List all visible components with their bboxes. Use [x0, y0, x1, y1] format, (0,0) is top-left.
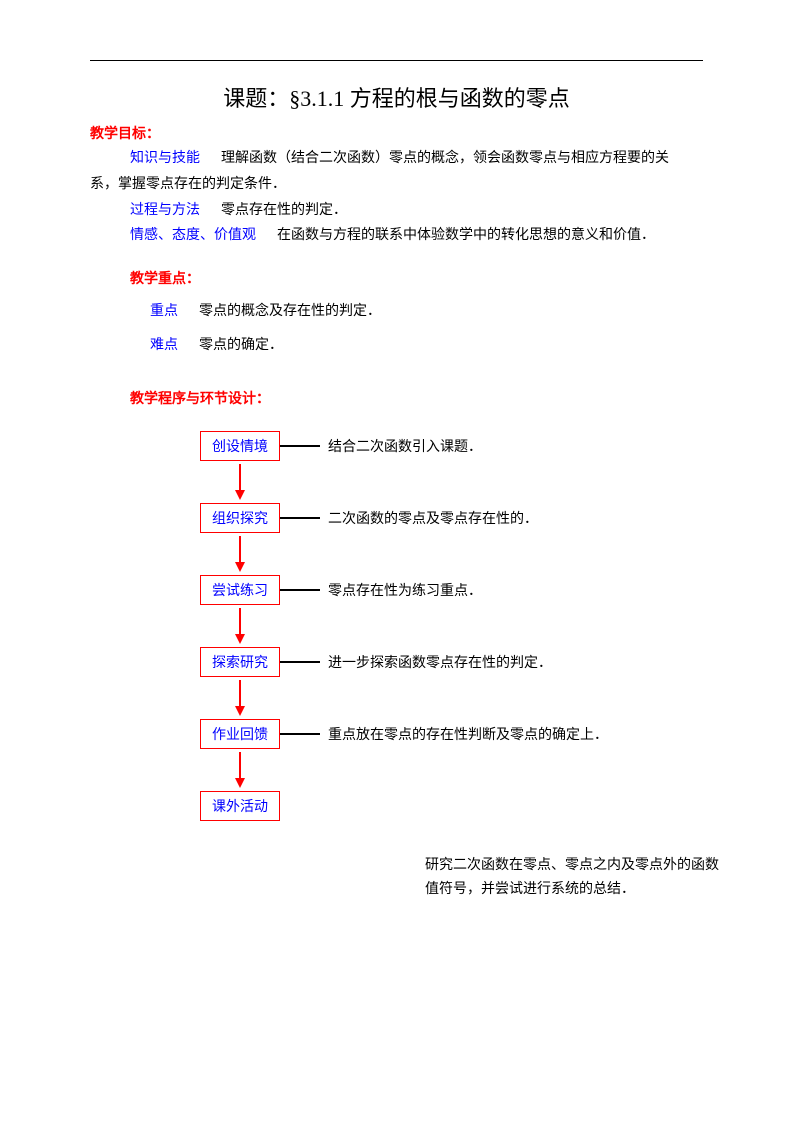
- flow-row-3: 探索研究 进一步探索函数零点存在性的判定．: [200, 644, 680, 680]
- flow-arrow-3: [200, 680, 280, 716]
- page-title: 课题：§3.1.1 方程的根与函数的零点: [90, 81, 703, 113]
- flow-desc-2: 零点存在性为练习重点．: [328, 580, 482, 600]
- flow-arrow-4: [200, 752, 280, 788]
- flow-bottom-note: 研究二次函数在零点、零点之内及零点外的函数值符号，并尝试进行系统的总结．: [425, 854, 725, 902]
- flow-node-3: 探索研究: [200, 647, 280, 677]
- flow-desc-3: 进一步探索函数零点存在性的判定．: [328, 652, 552, 672]
- text-knowledge-1: 理解函数（结合二次函数）零点的概念，领会函数零点与相应方程要的关: [221, 151, 669, 166]
- flow-connector-4: [280, 733, 320, 735]
- text-process: 零点存在性的判定．: [221, 203, 347, 218]
- text-attitude: 在函数与方程的联系中体验数学中的转化思想的意义和价值．: [277, 228, 655, 243]
- flow-connector-1: [280, 517, 320, 519]
- flow-desc-1: 二次函数的零点及零点存在性的．: [328, 508, 538, 528]
- flow-arrow-2: [200, 608, 280, 644]
- label-attitude: 情感、态度、价值观: [130, 228, 256, 243]
- flow-desc-0: 结合二次函数引入课题．: [328, 436, 482, 456]
- flow-row-5: 课外活动: [200, 788, 680, 824]
- section-goals-head: 教学目标：: [90, 123, 703, 143]
- label-keypoint: 重点: [150, 304, 178, 319]
- top-rule: [90, 60, 703, 61]
- flow-desc-4: 重点放在零点的存在性判断及零点的确定上．: [328, 724, 608, 744]
- keypoint-line1: 重点 零点的概念及存在性的判定．: [90, 300, 703, 324]
- flow-connector-2: [280, 589, 320, 591]
- flow-connector-3: [280, 661, 320, 663]
- goals-line1-cont: 系，掌握零点存在的判定条件．: [90, 173, 703, 197]
- flowchart: 创设情境 结合二次函数引入课题． 组织探究 二次函数的零点及零点存在性的． 尝试…: [200, 428, 680, 902]
- label-knowledge: 知识与技能: [130, 151, 200, 166]
- flow-node-1: 组织探究: [200, 503, 280, 533]
- flow-node-5: 课外活动: [200, 791, 280, 821]
- keypoint-line2: 难点 零点的确定．: [90, 334, 703, 358]
- goals-line3: 情感、态度、价值观 在函数与方程的联系中体验数学中的转化思想的意义和价值．: [90, 224, 703, 248]
- flow-node-2: 尝试练习: [200, 575, 280, 605]
- section-procedure-head: 教学程序与环节设计：: [90, 388, 703, 408]
- flow-node-0: 创设情境: [200, 431, 280, 461]
- flow-arrow-0: [200, 464, 280, 500]
- flow-connector-0: [280, 445, 320, 447]
- page-container: 课题：§3.1.1 方程的根与函数的零点 教学目标： 知识与技能 理解函数（结合…: [0, 0, 793, 1122]
- text-difficulty: 零点的确定．: [199, 338, 283, 353]
- label-process: 过程与方法: [130, 203, 200, 218]
- text-keypoint: 零点的概念及存在性的判定．: [199, 304, 381, 319]
- flow-node-4: 作业回馈: [200, 719, 280, 749]
- goals-line1: 知识与技能 理解函数（结合二次函数）零点的概念，领会函数零点与相应方程要的关: [90, 147, 703, 171]
- flow-row-4: 作业回馈 重点放在零点的存在性判断及零点的确定上．: [200, 716, 680, 752]
- flow-row-0: 创设情境 结合二次函数引入课题．: [200, 428, 680, 464]
- flow-row-1: 组织探究 二次函数的零点及零点存在性的．: [200, 500, 680, 536]
- flow-row-2: 尝试练习 零点存在性为练习重点．: [200, 572, 680, 608]
- goals-line2: 过程与方法 零点存在性的判定．: [90, 199, 703, 223]
- section-keypoints-head: 教学重点：: [90, 268, 703, 288]
- label-difficulty: 难点: [150, 338, 178, 353]
- flow-arrow-1: [200, 536, 280, 572]
